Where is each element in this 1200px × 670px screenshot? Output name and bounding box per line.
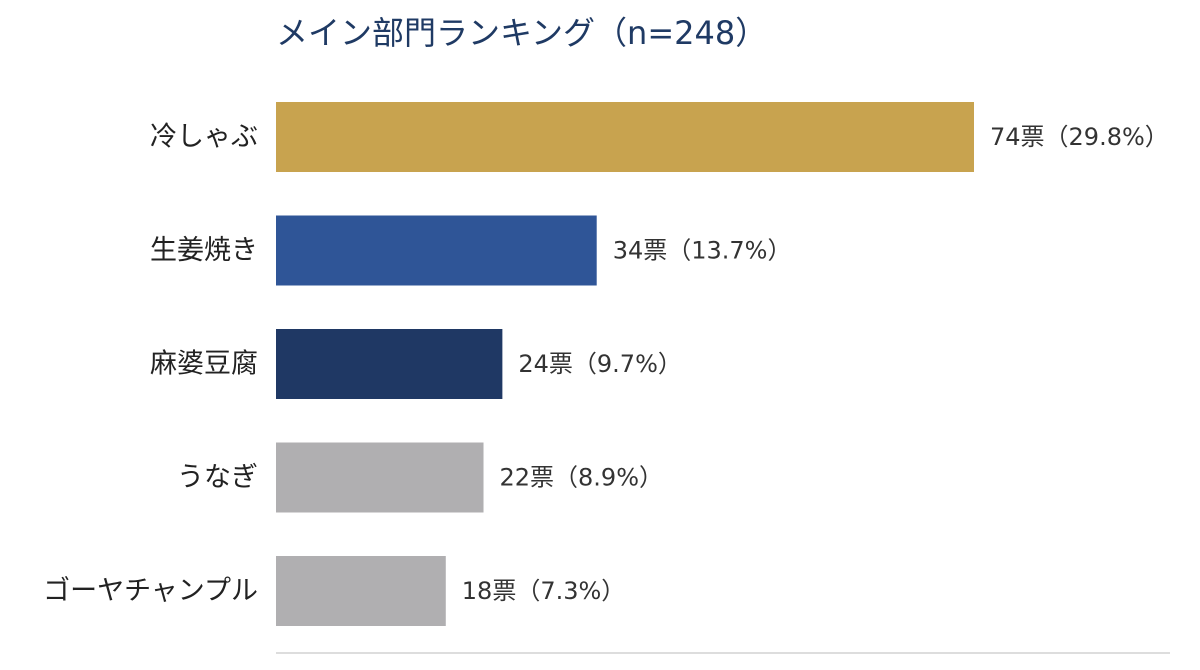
value-label-4: 22票（8.9%） [500,464,664,492]
category-label-4: うなぎ [177,462,258,493]
chart-title: メイン部門ランキング（n=248） [276,14,767,52]
bar-3 [276,329,503,399]
value-label-2: 34票（13.7%） [613,237,792,265]
bar-5 [276,556,446,626]
bar-1 [276,102,974,172]
value-label-5: 18票（7.3%） [462,577,626,605]
category-label-5: ゴーヤチャンプル [43,576,258,607]
value-label-1: 74票（29.8%） [990,123,1169,151]
category-label-3: 麻婆豆腐 [150,349,258,380]
value-label-3: 24票（9.7%） [518,350,682,378]
bar-4 [276,442,484,513]
category-label-1: 冷しゃぶ [150,122,258,153]
bar-group: 冷しゃぶ 74票（29.8%） 生姜焼き 34票（13.7%） 麻婆豆腐 24票（9.7%… [43,102,1169,626]
category-label-2: 生姜焼き [150,235,258,266]
bar-2 [276,215,597,286]
